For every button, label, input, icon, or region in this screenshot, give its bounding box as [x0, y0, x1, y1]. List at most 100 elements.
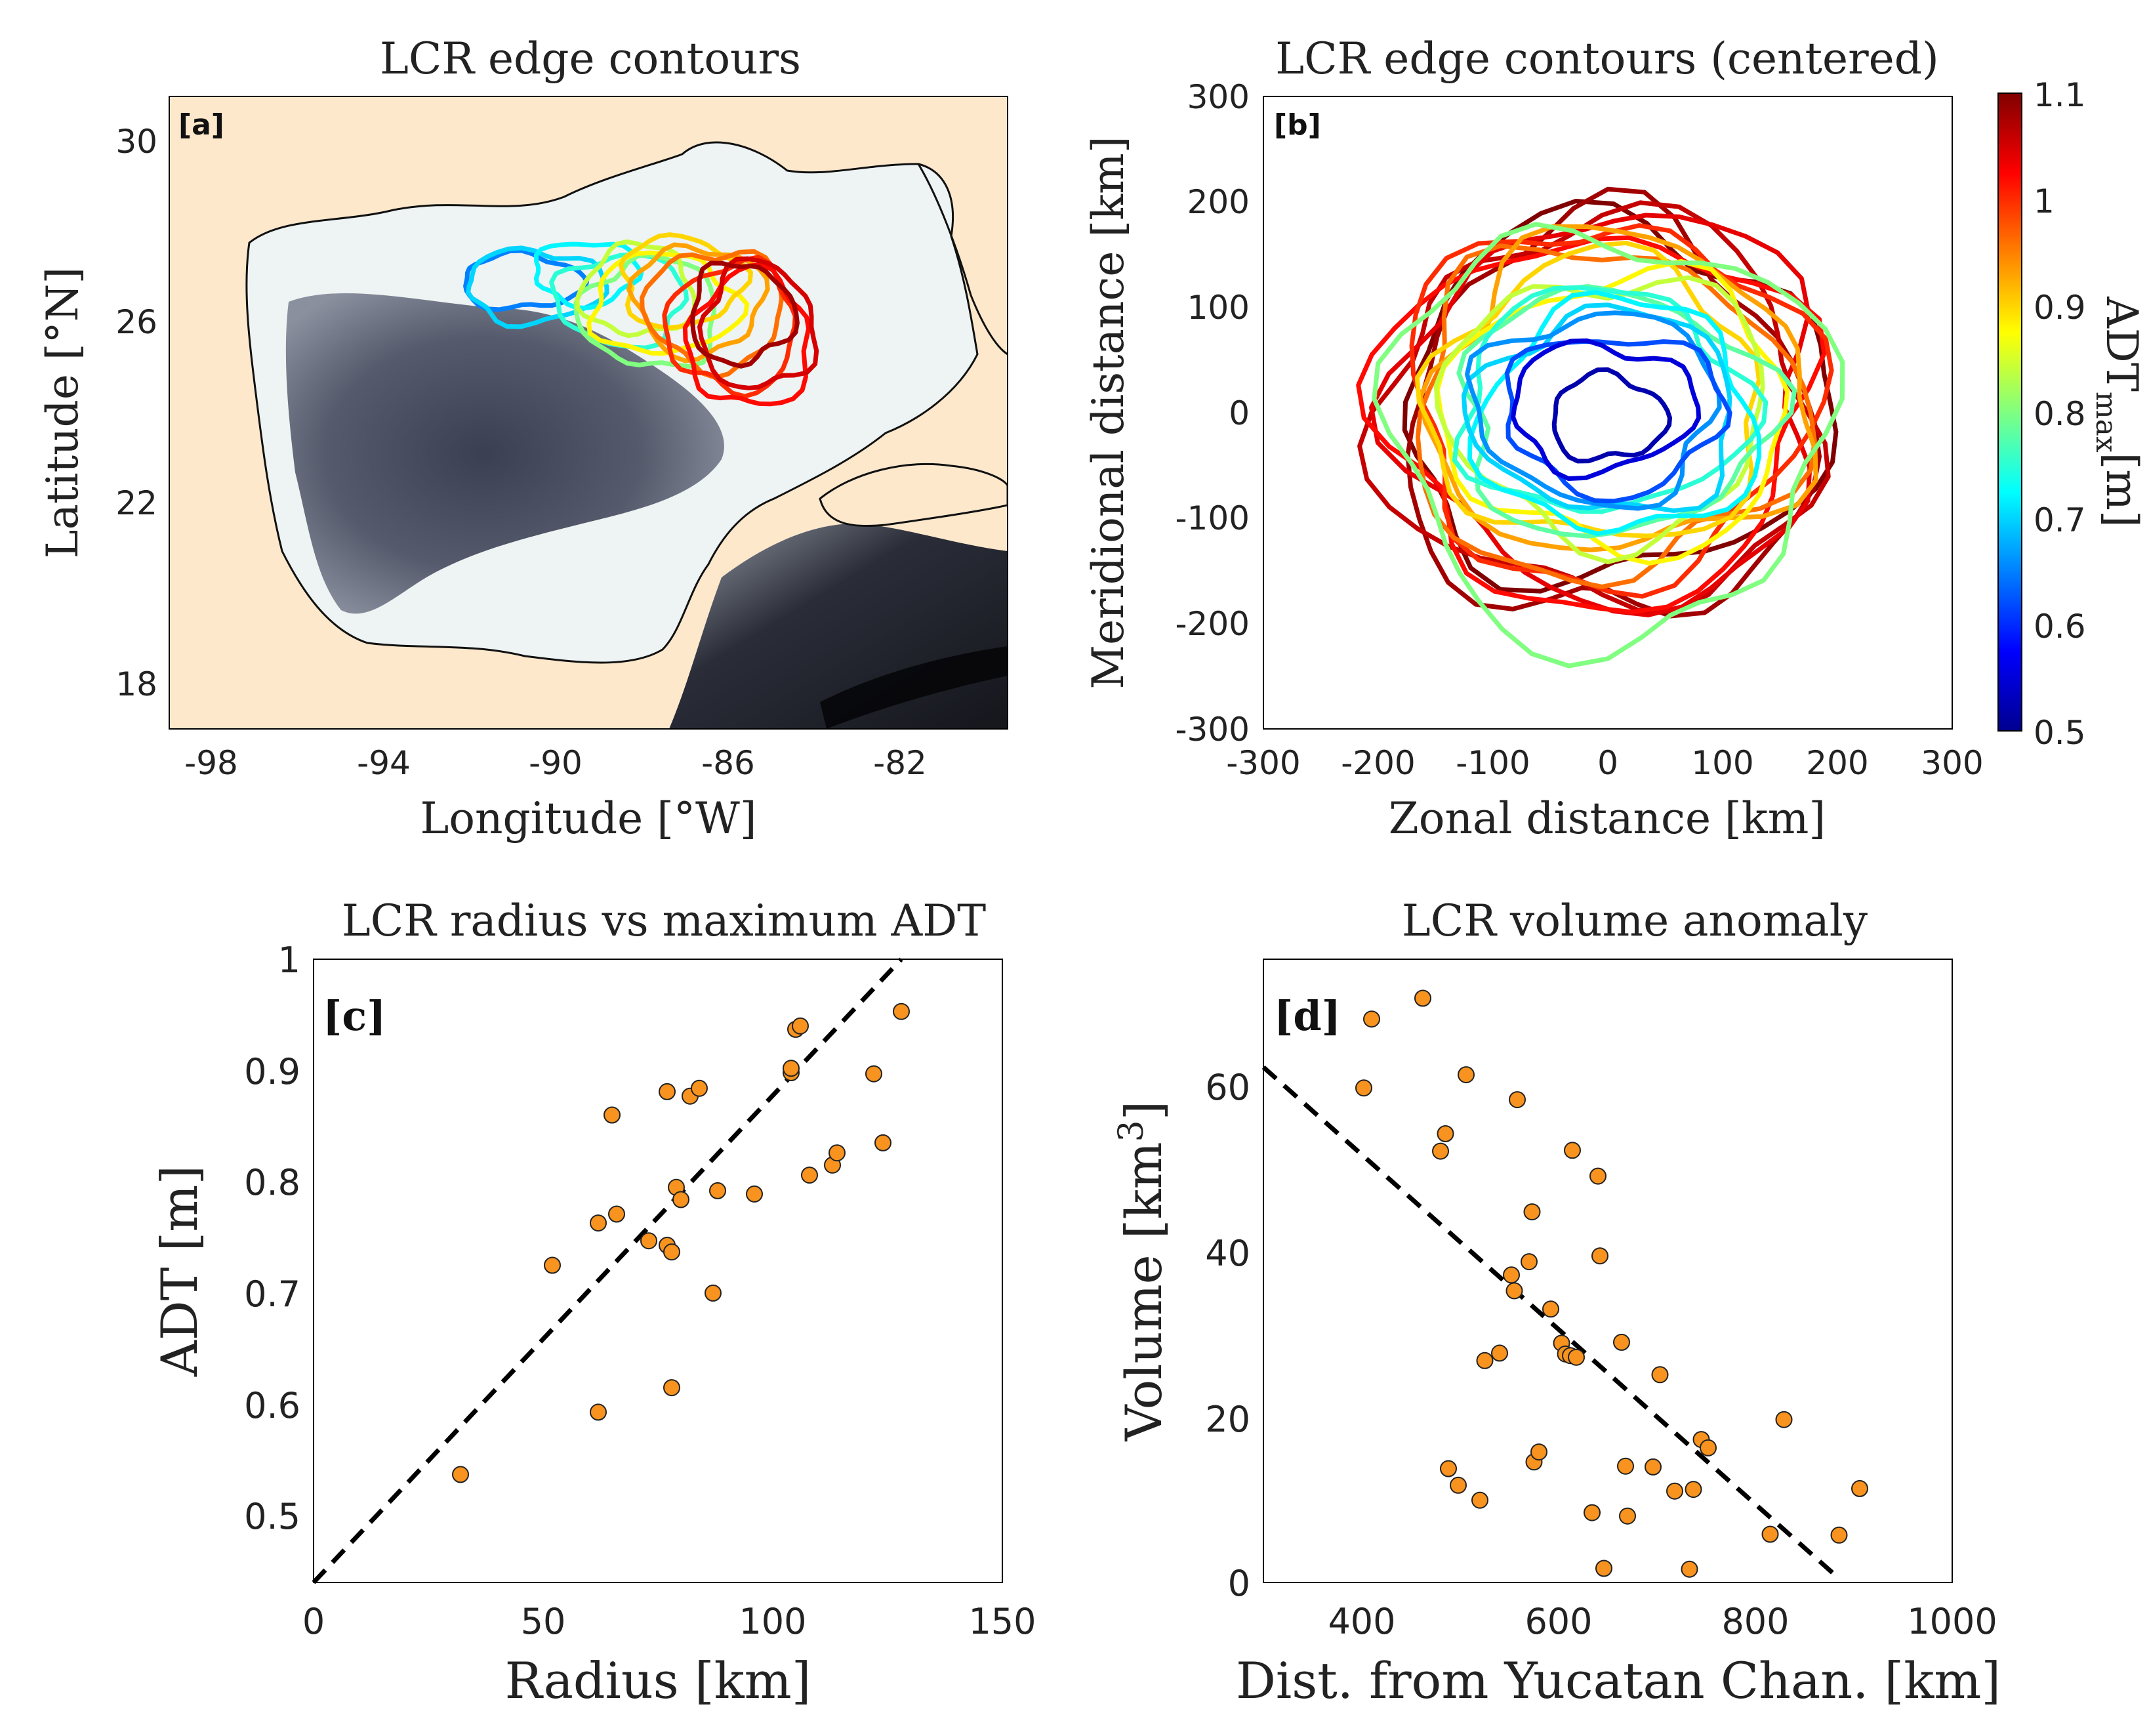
- d-point-26: [1591, 1247, 1608, 1265]
- map-contour-12: [697, 256, 819, 390]
- cbar-tick-3: 0.8: [2034, 395, 2086, 433]
- d-trendline-group: [1261, 1065, 1836, 1576]
- panel-c-ylabel: ADT [m]: [150, 1165, 209, 1377]
- a-ytick-3: 18: [115, 665, 157, 703]
- c-ytick-1: 0.9: [244, 1051, 300, 1092]
- panel-c-xticks: 0 50 100 150: [302, 1601, 1036, 1642]
- cbar-tick-0: 1.1: [2034, 76, 2086, 114]
- b-ytick-0: 300: [1187, 78, 1250, 116]
- c-points-group: [452, 1002, 910, 1483]
- panel-c-xlabel: Radius [km]: [505, 1651, 811, 1710]
- cbar-tick-4: 0.7: [2034, 501, 2086, 539]
- c-point-19: [783, 1060, 800, 1077]
- panel-b-title: LCR edge contours (centered): [1275, 33, 1938, 84]
- centered-contour-15: [1462, 302, 1732, 513]
- centered-contour-11: [1372, 222, 1845, 669]
- d-point-23: [1568, 1348, 1585, 1366]
- c-ytick-5: 0.5: [244, 1496, 300, 1537]
- d-point-10: [1491, 1344, 1508, 1362]
- c-point-6: [640, 1232, 657, 1250]
- panel-d-ylabel: Volume [km3]: [1112, 1101, 1173, 1442]
- map-contour-9: [640, 249, 784, 381]
- b-xtick-0: -300: [1226, 744, 1300, 782]
- panel-a-ylabel: Latitude [°N]: [37, 267, 88, 558]
- colorbar-label: ADTmax[m]: [2089, 296, 2147, 527]
- d-point-30: [1619, 1507, 1636, 1525]
- d-xtick-2: 800: [1721, 1601, 1789, 1642]
- map-contour-13: [690, 260, 800, 369]
- panel-d-scatter: LCR volume anomaly [d] 400 600 800 1000 …: [1112, 896, 2001, 1710]
- d-point-31: [1645, 1458, 1662, 1476]
- a-xtick-3: -86: [701, 744, 755, 782]
- d-point-8: [1471, 1491, 1488, 1509]
- c-point-12: [672, 1191, 689, 1209]
- d-point-17: [1530, 1443, 1547, 1461]
- gulf-deep-basin: [285, 293, 724, 614]
- panel-c-plot-frame: [313, 959, 1003, 1583]
- a-ytick-2: 22: [115, 484, 157, 522]
- c-point-10: [663, 1243, 680, 1261]
- c-point-1: [544, 1256, 561, 1274]
- c-point-0: [452, 1466, 469, 1483]
- c-point-4: [604, 1106, 621, 1124]
- b-xtick-5: 200: [1806, 744, 1868, 782]
- c-point-7: [659, 1083, 676, 1100]
- d-ytick-0: 60: [1205, 1067, 1250, 1108]
- d-point-0: [1355, 1079, 1372, 1097]
- c-point-9: [663, 1379, 680, 1397]
- c-point-16: [709, 1182, 726, 1199]
- cbar-tick-5: 0.6: [2034, 608, 2086, 646]
- d-point-9: [1476, 1352, 1494, 1369]
- d-ytick-1: 40: [1205, 1233, 1250, 1274]
- colorbar-bar: [1997, 93, 2022, 732]
- d-point-4: [1437, 1125, 1454, 1142]
- d-point-14: [1521, 1253, 1538, 1271]
- c-point-15: [705, 1284, 722, 1302]
- b-xtick-6: 300: [1921, 744, 1983, 782]
- c-point-24: [829, 1144, 846, 1162]
- centered-contour-14: [1467, 290, 1762, 536]
- b-ytick-4: -100: [1176, 499, 1250, 537]
- cbar-tick-2: 0.9: [2034, 289, 2086, 327]
- d-point-29: [1617, 1457, 1634, 1475]
- b-ytick-2: 100: [1187, 289, 1250, 327]
- c-point-22: [801, 1167, 818, 1184]
- d-point-38: [1761, 1525, 1779, 1543]
- centered-contour-18: [1511, 338, 1702, 481]
- d-point-22: [1564, 1142, 1581, 1159]
- d-point-6: [1450, 1476, 1467, 1494]
- panel-c-tag: [c]: [323, 992, 386, 1040]
- b-xtick-4: 100: [1691, 744, 1753, 782]
- cbar-tick-6: 0.5: [2034, 714, 2086, 752]
- d-ytick-3: 0: [1228, 1563, 1250, 1604]
- c-point-25: [865, 1065, 882, 1083]
- c-ytick-3: 0.7: [244, 1273, 300, 1315]
- lcr-contours-centered: [1356, 186, 1845, 669]
- c-ytick-0: 1: [278, 940, 300, 981]
- panel-a-xticks: -98 -94 -90 -86 -82: [184, 744, 927, 782]
- panel-a-tag: [a]: [178, 108, 224, 142]
- a-xtick-1: -94: [357, 744, 411, 782]
- centered-contour-16: [1465, 310, 1722, 511]
- d-point-39: [1775, 1411, 1793, 1428]
- b-ytick-1: 200: [1187, 183, 1250, 221]
- a-ytick-1: 26: [115, 303, 157, 341]
- panel-a-xlabel: Longitude [°W]: [420, 793, 756, 844]
- d-point-25: [1589, 1167, 1607, 1185]
- d-xtick-0: 400: [1328, 1601, 1395, 1642]
- c-ytick-4: 0.6: [244, 1385, 300, 1426]
- d-point-34: [1681, 1560, 1698, 1578]
- panel-b-yticks: 300 200 100 0 -100 -200 -300: [1176, 78, 1250, 749]
- panel-c-scatter: LCR radius vs maximum ADT [c] 0 50 100 1…: [150, 896, 1036, 1710]
- map-contour-0: [463, 248, 589, 312]
- panel-d-yticks: 60 40 20 0: [1205, 1067, 1250, 1604]
- c-point-21: [792, 1017, 809, 1035]
- c-xtick-0: 0: [302, 1601, 325, 1642]
- d-ytick-2: 20: [1205, 1399, 1250, 1440]
- c-point-27: [893, 1002, 910, 1020]
- d-point-24: [1584, 1504, 1601, 1521]
- c-xtick-1: 50: [521, 1601, 566, 1642]
- centered-contour-3: [1369, 213, 1812, 617]
- lcr-contours-map: [463, 232, 819, 407]
